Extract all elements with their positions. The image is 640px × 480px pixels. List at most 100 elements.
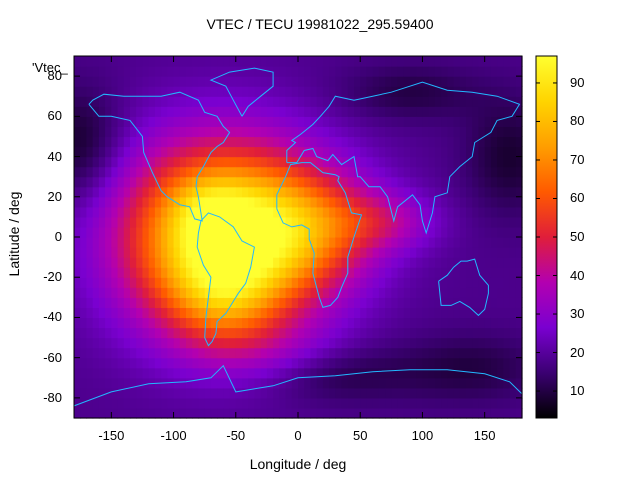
- heatmap-cell: [123, 136, 131, 148]
- heatmap-cell: [148, 86, 156, 97]
- heatmap-cell: [198, 377, 206, 389]
- heatmap-cell: [391, 397, 399, 409]
- heatmap-cell: [322, 377, 330, 389]
- heatmap-cell: [484, 377, 492, 389]
- heatmap-cell: [173, 166, 181, 178]
- heatmap-cell: [298, 257, 305, 268]
- heatmap-cell: [347, 357, 355, 369]
- heatmap-cell: [192, 377, 200, 389]
- heatmap-cell: [447, 126, 455, 138]
- heatmap-cell: [248, 196, 256, 208]
- heatmap-cell: [360, 96, 368, 107]
- heatmap-cell: [397, 377, 405, 389]
- heatmap-cell: [478, 96, 486, 107]
- heatmap-cell: [466, 387, 473, 399]
- colorbar-tick-label: 50: [570, 229, 585, 244]
- heatmap-cell: [142, 96, 150, 107]
- heatmap-cell: [111, 216, 119, 228]
- heatmap-cell: [105, 186, 112, 198]
- heatmap-cell: [161, 56, 168, 67]
- heatmap-cell: [354, 166, 361, 178]
- heatmap-cell: [167, 387, 175, 399]
- heatmap-cell: [298, 96, 305, 107]
- heatmap-cell: [391, 56, 399, 67]
- heatmap-cell: [385, 267, 392, 278]
- heatmap-cell: [484, 196, 492, 208]
- heatmap-cell: [515, 56, 523, 67]
- heatmap-cell: [235, 66, 243, 77]
- heatmap-cell: [441, 126, 448, 138]
- heatmap-cell: [279, 226, 287, 238]
- heatmap-cell: [503, 206, 511, 218]
- heatmap-cell: [123, 206, 131, 218]
- heatmap-cell: [242, 196, 249, 208]
- heatmap-cell: [453, 216, 461, 228]
- heatmap-cell: [503, 156, 511, 168]
- heatmap-cell: [347, 76, 355, 87]
- heatmap-cell: [192, 176, 200, 188]
- heatmap-cell: [80, 56, 88, 67]
- heatmap-cell: [360, 277, 368, 288]
- heatmap-cell: [192, 66, 200, 77]
- heatmap-cell: [490, 397, 498, 409]
- heatmap-cell: [142, 216, 150, 228]
- heatmap-cell: [503, 146, 511, 158]
- heatmap-cell: [472, 166, 480, 178]
- heatmap-cell: [266, 387, 274, 399]
- heatmap-cell: [378, 347, 386, 359]
- heatmap-cell: [154, 237, 162, 248]
- heatmap-cell: [142, 357, 150, 369]
- heatmap-cell: [490, 86, 498, 97]
- heatmap-cell: [410, 86, 417, 97]
- heatmap-cell: [173, 156, 181, 168]
- heatmap-cell: [173, 206, 181, 218]
- heatmap-cell: [459, 247, 467, 258]
- heatmap-cell: [198, 216, 206, 228]
- heatmap-cell: [447, 86, 455, 97]
- colorbar-tick-label: 70: [570, 151, 585, 167]
- heatmap-cell: [223, 206, 231, 218]
- heatmap-cell: [304, 397, 312, 409]
- heatmap-cell: [148, 287, 156, 298]
- heatmap-cell: [341, 297, 349, 308]
- heatmap-cell: [92, 347, 100, 359]
- heatmap-cell: [92, 56, 100, 67]
- heatmap-cell: [204, 176, 212, 188]
- heatmap-cell: [142, 176, 150, 188]
- heatmap-cell: [428, 156, 436, 168]
- heatmap-cell: [217, 66, 224, 77]
- heatmap-cell: [434, 116, 442, 127]
- heatmap-cell: [273, 247, 280, 258]
- heatmap-cell: [148, 267, 156, 278]
- heatmap-cell: [179, 237, 187, 248]
- heatmap-cell: [335, 76, 343, 87]
- heatmap-cell: [366, 126, 374, 138]
- heatmap-cell: [385, 297, 392, 308]
- heatmap-cell: [204, 317, 212, 329]
- heatmap-cell: [434, 337, 442, 349]
- heatmap-cell: [453, 357, 461, 369]
- heatmap-cell: [484, 407, 492, 419]
- heatmap-cell: [447, 327, 455, 339]
- heatmap-cell: [416, 247, 424, 258]
- heatmap-cell: [179, 206, 187, 218]
- heatmap-cell: [111, 66, 119, 77]
- heatmap-cell: [422, 317, 430, 329]
- heatmap-cell: [98, 106, 106, 117]
- heatmap-cell: [298, 166, 305, 178]
- heatmap-cell: [123, 287, 131, 298]
- heatmap-cell: [335, 237, 343, 248]
- heatmap-cell: [378, 267, 386, 278]
- heatmap-cell: [403, 156, 411, 168]
- heatmap-cell: [304, 206, 312, 218]
- y-tick-label: 0: [54, 229, 62, 244]
- heatmap-cell: [416, 377, 424, 389]
- heatmap-cell: [354, 277, 361, 288]
- heatmap-cell: [186, 307, 193, 319]
- heatmap-cell: [472, 226, 480, 238]
- heatmap-cell: [266, 206, 274, 218]
- heatmap-cell: [341, 357, 349, 369]
- heatmap-cell: [490, 56, 498, 67]
- heatmap-cell: [385, 146, 392, 158]
- heatmap-cell: [366, 166, 374, 178]
